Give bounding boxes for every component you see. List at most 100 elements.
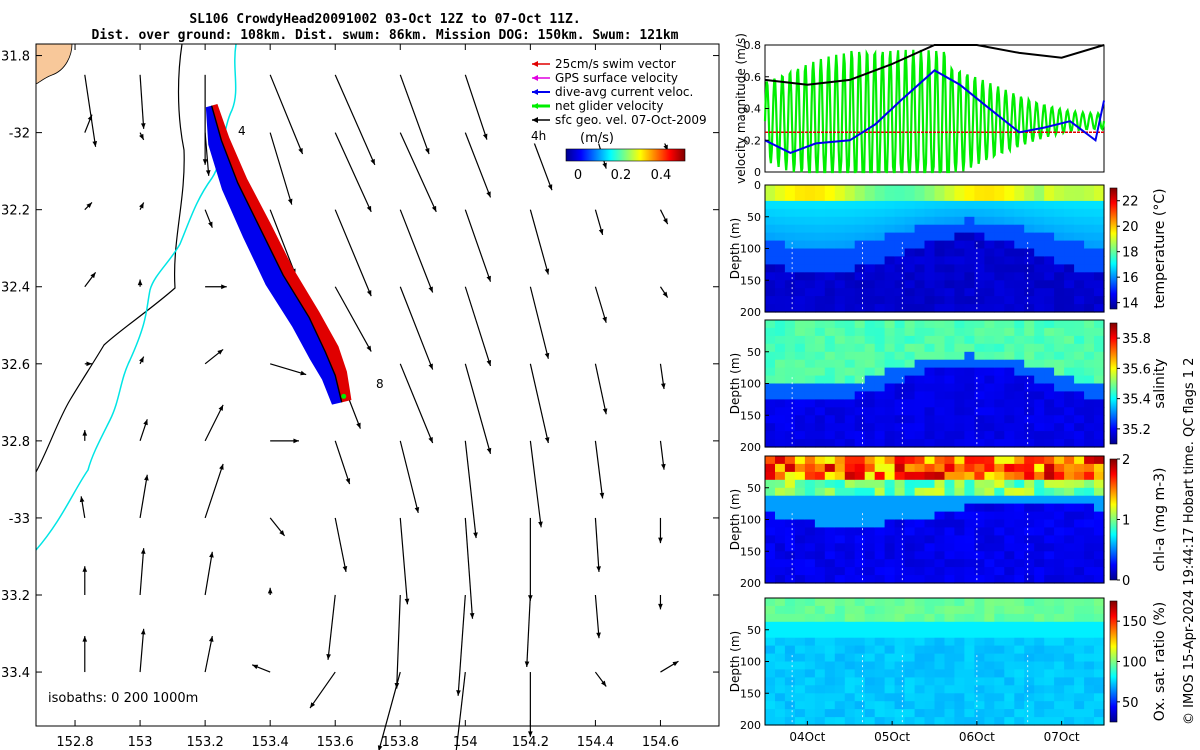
heatmap-cell (894, 479, 906, 489)
heatmap-cell (804, 351, 816, 361)
heatmap-cell (914, 248, 926, 257)
heatmap-cell (874, 567, 886, 576)
heatmap-cell (1074, 567, 1085, 576)
heatmap-cell (864, 280, 876, 289)
heatmap-cell (874, 288, 886, 297)
coastline-land (35, 43, 73, 85)
heatmap-cell (1074, 535, 1085, 544)
heatmap-cell (994, 487, 1005, 497)
heatmap-cell (1044, 527, 1055, 536)
heatmap-cell (914, 653, 926, 663)
heatmap-cell (964, 415, 975, 424)
heatmap-cell (994, 471, 1005, 481)
heatmap-cell (914, 335, 926, 345)
heatmap-cell (944, 551, 956, 560)
heatmap-cell (1034, 527, 1045, 536)
heatmap-cell (954, 543, 965, 552)
heatmap-cell (944, 327, 956, 337)
heatmap-cell (1094, 511, 1105, 521)
heatmap-cell (1024, 415, 1035, 424)
heatmap-cell (904, 248, 916, 257)
heatmap-cell (1034, 487, 1045, 497)
heatmap-cell (984, 256, 995, 265)
heatmap-cell (954, 232, 965, 242)
heatmap-cell (765, 208, 776, 218)
heatmap-cell (954, 653, 965, 663)
heatmap-cell (964, 543, 975, 552)
heatmap-cell (984, 423, 995, 432)
heatmap-cell (1014, 598, 1025, 607)
heatmap-cell (854, 399, 866, 408)
heatmap-cell (934, 701, 946, 710)
current-vector-head (661, 463, 666, 470)
current-vector (327, 594, 336, 660)
heatmap-cell (914, 559, 926, 568)
heatmap-cell (1064, 351, 1075, 361)
heatmap-cell (924, 519, 936, 528)
heatmap-cell (1084, 272, 1095, 281)
heatmap-cell (1034, 431, 1045, 440)
heatmap-cell (784, 248, 796, 257)
heatmap-cell (994, 431, 1005, 440)
heatmap-cell (1034, 701, 1045, 710)
heatmap-cell (1054, 479, 1065, 489)
heatmap-cell (1094, 256, 1105, 265)
heatmap-cell (974, 192, 985, 202)
heatmap-cell (834, 327, 846, 337)
heatmap-cell (974, 343, 985, 353)
heatmap-cell (765, 232, 776, 242)
heatmap-cell (924, 375, 936, 385)
current-vector-head (366, 205, 372, 212)
heatmap-cell (775, 224, 786, 234)
heatmap-cell (964, 391, 975, 400)
heatmap-cell (775, 709, 786, 718)
heatmap-cell (864, 621, 876, 631)
heatmap-cell (784, 551, 796, 560)
track-mark-a: 4 (238, 124, 246, 138)
heatmap-cell (904, 335, 916, 345)
heatmap-cell (1014, 621, 1025, 631)
heatmap-cell (804, 407, 816, 416)
heatmap-cell (994, 559, 1005, 568)
heatmap-cell (794, 240, 806, 250)
heatmap-cell (954, 391, 965, 400)
heatmap-cell (814, 487, 826, 497)
x-tick-label: 06Oct (959, 730, 995, 744)
heatmap-cell (974, 709, 985, 718)
heatmap-cell (954, 685, 965, 694)
heatmap-cell (1044, 637, 1055, 647)
heatmap-cell (1084, 653, 1095, 663)
heatmap-cell (1014, 685, 1025, 694)
current-vector-head (139, 356, 144, 363)
heatmap-cell (944, 359, 956, 369)
heatmap-cell (884, 240, 896, 250)
heatmap-cell (974, 645, 985, 655)
heatmap-cell (854, 717, 866, 726)
heatmap-cell (944, 335, 956, 345)
x-tick-label: 152.8 (56, 735, 93, 750)
heatmap-cell (974, 669, 985, 678)
heatmap-cell (1054, 264, 1065, 273)
heatmap-cell (765, 280, 776, 289)
heatmap-cell (844, 335, 856, 345)
heatmap-cell (1084, 677, 1095, 686)
heatmap-cell (1014, 605, 1025, 615)
heatmap-cell (904, 551, 916, 560)
heatmap-cell (1094, 208, 1105, 218)
heatmap-cell (884, 423, 896, 432)
heatmap-cell (944, 232, 956, 242)
heatmap-cell (924, 256, 936, 265)
heatmap-cell (974, 304, 985, 313)
heatmap-cell (884, 224, 896, 234)
heatmap-cell (1004, 351, 1015, 361)
heatmap-cell (1054, 701, 1065, 710)
heatmap-cell (844, 327, 856, 337)
heatmap-cell (934, 661, 946, 670)
heatmap-cell (804, 645, 816, 655)
heatmap-cell (964, 551, 975, 560)
colorbar-unit-label: (m/s) (580, 131, 614, 146)
heatmap-cell (974, 575, 985, 584)
heatmap-cell (1024, 621, 1035, 631)
heatmap-cell (765, 351, 776, 361)
